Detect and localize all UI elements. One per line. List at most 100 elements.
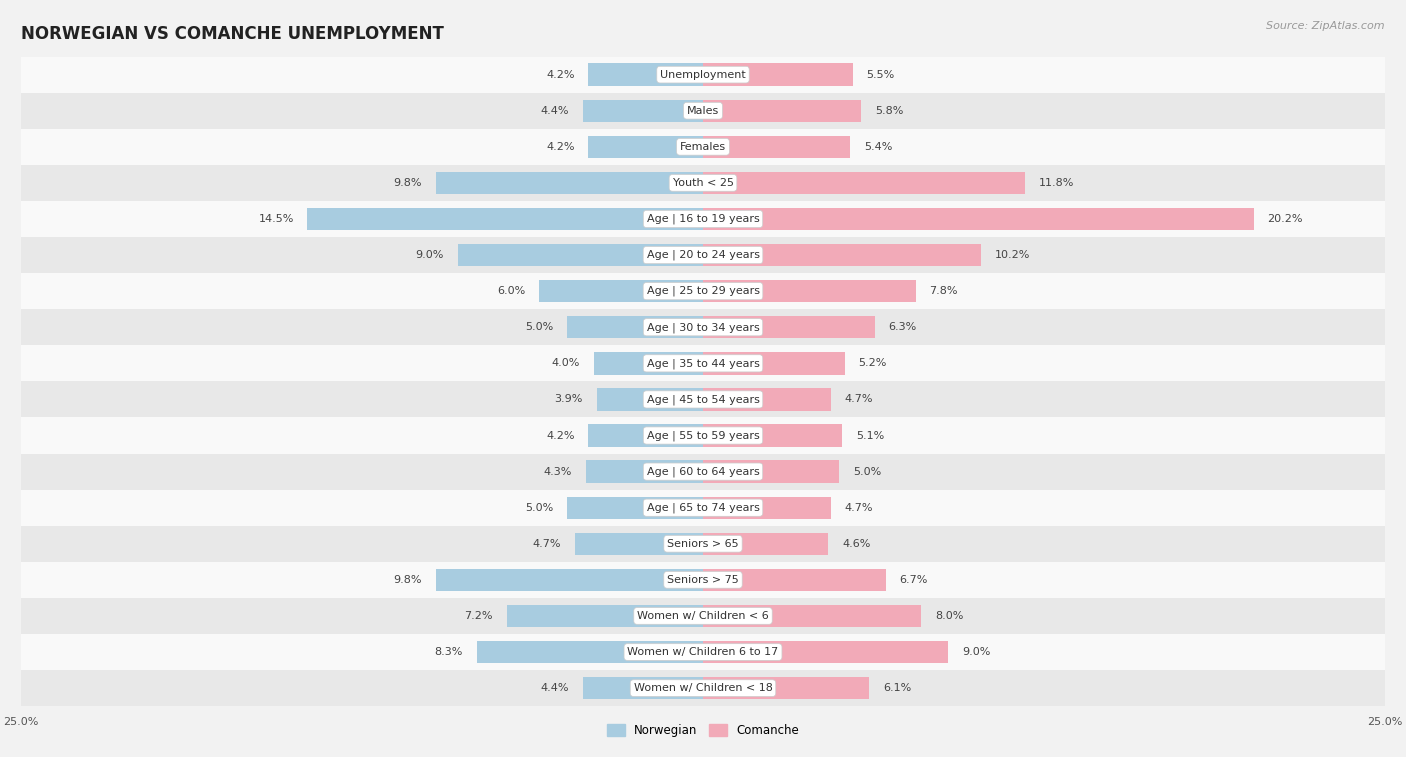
Bar xyxy=(703,388,831,410)
Bar xyxy=(583,99,703,122)
Text: Age | 55 to 59 years: Age | 55 to 59 years xyxy=(647,430,759,441)
Text: 5.0%: 5.0% xyxy=(853,466,882,477)
Bar xyxy=(477,641,703,663)
Text: Women w/ Children < 18: Women w/ Children < 18 xyxy=(634,683,772,693)
Bar xyxy=(21,165,1385,201)
Text: 6.1%: 6.1% xyxy=(883,683,911,693)
Bar xyxy=(567,497,703,519)
Text: 8.0%: 8.0% xyxy=(935,611,963,621)
Bar xyxy=(21,525,1385,562)
Text: 3.9%: 3.9% xyxy=(554,394,583,404)
Text: 10.2%: 10.2% xyxy=(995,250,1031,260)
Bar xyxy=(703,605,921,627)
Bar xyxy=(457,244,703,266)
Text: 7.8%: 7.8% xyxy=(929,286,957,296)
Text: 4.6%: 4.6% xyxy=(842,539,870,549)
Bar xyxy=(575,533,703,555)
Text: Women w/ Children < 6: Women w/ Children < 6 xyxy=(637,611,769,621)
Bar xyxy=(21,634,1385,670)
Bar xyxy=(21,598,1385,634)
Bar xyxy=(436,569,703,591)
Text: 5.2%: 5.2% xyxy=(859,358,887,369)
Text: 4.0%: 4.0% xyxy=(553,358,581,369)
Bar xyxy=(589,136,703,158)
Bar xyxy=(589,425,703,447)
Text: 4.2%: 4.2% xyxy=(547,142,575,152)
Bar xyxy=(436,172,703,194)
Text: 6.0%: 6.0% xyxy=(498,286,526,296)
Text: Source: ZipAtlas.com: Source: ZipAtlas.com xyxy=(1267,21,1385,31)
Bar xyxy=(703,569,886,591)
Text: 5.8%: 5.8% xyxy=(875,106,903,116)
Text: 4.3%: 4.3% xyxy=(544,466,572,477)
Bar xyxy=(703,280,915,302)
Text: Age | 25 to 29 years: Age | 25 to 29 years xyxy=(647,286,759,297)
Bar xyxy=(596,388,703,410)
Text: 9.0%: 9.0% xyxy=(962,647,990,657)
Bar xyxy=(703,136,851,158)
Bar xyxy=(703,677,869,699)
Bar xyxy=(21,309,1385,345)
Text: Women w/ Children 6 to 17: Women w/ Children 6 to 17 xyxy=(627,647,779,657)
Text: Age | 30 to 34 years: Age | 30 to 34 years xyxy=(647,322,759,332)
Text: 4.4%: 4.4% xyxy=(541,683,569,693)
Bar xyxy=(21,92,1385,129)
Text: 4.7%: 4.7% xyxy=(533,539,561,549)
Text: Age | 20 to 24 years: Age | 20 to 24 years xyxy=(647,250,759,260)
Text: 9.0%: 9.0% xyxy=(416,250,444,260)
Text: 5.0%: 5.0% xyxy=(524,503,553,512)
Bar xyxy=(21,453,1385,490)
Text: Age | 60 to 64 years: Age | 60 to 64 years xyxy=(647,466,759,477)
Text: Seniors > 65: Seniors > 65 xyxy=(668,539,738,549)
Bar xyxy=(703,641,949,663)
Bar xyxy=(583,677,703,699)
Bar xyxy=(308,208,703,230)
Bar xyxy=(703,533,828,555)
Text: 5.0%: 5.0% xyxy=(524,322,553,332)
Bar xyxy=(703,352,845,375)
Text: Seniors > 75: Seniors > 75 xyxy=(666,575,740,585)
Bar xyxy=(21,129,1385,165)
Text: Age | 65 to 74 years: Age | 65 to 74 years xyxy=(647,503,759,513)
Text: 8.3%: 8.3% xyxy=(434,647,463,657)
Text: 4.7%: 4.7% xyxy=(845,394,873,404)
Text: 20.2%: 20.2% xyxy=(1268,214,1303,224)
Bar xyxy=(21,382,1385,417)
Text: Females: Females xyxy=(681,142,725,152)
Bar xyxy=(21,490,1385,525)
Bar xyxy=(703,497,831,519)
Bar xyxy=(21,345,1385,382)
Text: 9.8%: 9.8% xyxy=(394,178,422,188)
Bar xyxy=(703,460,839,483)
Text: 5.1%: 5.1% xyxy=(856,431,884,441)
Bar xyxy=(21,201,1385,237)
Bar xyxy=(21,670,1385,706)
Text: 7.2%: 7.2% xyxy=(464,611,494,621)
Text: 9.8%: 9.8% xyxy=(394,575,422,585)
Text: 5.5%: 5.5% xyxy=(866,70,894,79)
Bar xyxy=(21,417,1385,453)
Text: Males: Males xyxy=(688,106,718,116)
Text: 4.4%: 4.4% xyxy=(541,106,569,116)
Text: Age | 45 to 54 years: Age | 45 to 54 years xyxy=(647,394,759,405)
Bar xyxy=(703,244,981,266)
Bar xyxy=(21,273,1385,309)
Bar xyxy=(21,562,1385,598)
Text: Age | 16 to 19 years: Age | 16 to 19 years xyxy=(647,213,759,224)
Bar xyxy=(703,172,1025,194)
Text: 4.7%: 4.7% xyxy=(845,503,873,512)
Text: 4.2%: 4.2% xyxy=(547,431,575,441)
Bar xyxy=(703,425,842,447)
Bar xyxy=(703,99,862,122)
Text: 11.8%: 11.8% xyxy=(1039,178,1074,188)
Text: 14.5%: 14.5% xyxy=(259,214,294,224)
Text: NORWEGIAN VS COMANCHE UNEMPLOYMENT: NORWEGIAN VS COMANCHE UNEMPLOYMENT xyxy=(21,25,444,43)
Bar xyxy=(540,280,703,302)
Bar xyxy=(567,316,703,338)
Bar xyxy=(703,208,1254,230)
Text: 6.3%: 6.3% xyxy=(889,322,917,332)
Text: 5.4%: 5.4% xyxy=(863,142,893,152)
Bar xyxy=(586,460,703,483)
Bar xyxy=(593,352,703,375)
Text: Unemployment: Unemployment xyxy=(661,70,745,79)
